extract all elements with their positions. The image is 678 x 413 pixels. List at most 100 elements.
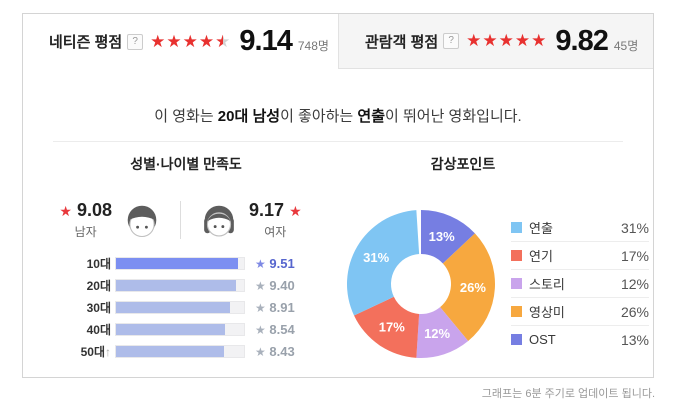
audience-rating-label: 관람객 평점 [365,33,439,51]
legend-row: 연출 31% [511,214,649,241]
male-face-icon [127,205,157,238]
legend-percent: 12% [620,275,649,292]
donut-slice-연출 [346,210,420,316]
donut-percent-label: 12% [424,326,450,341]
star-icon: ★ [255,344,266,359]
star-icon: ★ [255,278,266,293]
star-icon: ★ [166,31,183,51]
age-bar-track [115,322,245,336]
netizen-rating-panel: 네티즌 평점 ? ★★★★★ 9.14 748명 [23,14,338,69]
legend-color-chip [511,222,522,233]
legend-label: 영상미 [529,305,565,320]
age-label: 10대 [86,256,111,271]
gender-satisfaction-row: ★ 9.08 남자 9.17 ★ 여자 [23,192,338,248]
star-icon: ★ [514,31,532,50]
legend-row: 연기 17% [511,241,649,269]
star-icon: ★ [255,256,266,271]
star-icon: ★ [498,31,515,50]
legend-label: 연기 [529,249,553,264]
age-bar-fill [116,257,238,269]
female-score: 9.17 ★ [249,200,302,220]
legend-row: 스토리 12% [511,269,649,297]
age-bar-row: 10대 ★ 9.51 [23,252,338,274]
red-star-icon: ★ [59,203,72,219]
help-icon[interactable]: ? [443,33,460,49]
audience-rating-panel: 관람객 평점 ? ★★★★★ 9.82 45명 [338,14,653,69]
star-icon: ★ [466,31,483,50]
age-bar-track [115,300,245,314]
age-bar-fill [116,323,226,335]
update-note: 그래프는 6분 주기로 업데이트 됩니다. [481,388,655,400]
satisfaction-title: 성별·나이별 만족도 [130,156,242,172]
section-divider [53,141,623,142]
legend-percent: 31% [620,219,649,236]
age-bar-track [115,256,245,270]
netizen-rating-label: 네티즌 평점 [49,34,123,51]
legend-percent: 26% [620,303,649,320]
female-label: 여자 [264,225,287,239]
donut-percent-label: 13% [429,229,455,244]
age-score: ★ 9.40 [255,277,295,293]
help-icon[interactable]: ? [127,33,144,50]
age-bar-fill [116,279,237,291]
donut-percent-label: 31% [363,250,389,265]
star-icon: ★ [531,31,548,50]
movie-rating-widget: 네티즌 평점 ? ★★★★★ 9.14 748명 관람객 평점 ? ★★★★★ … [22,13,654,378]
age-bar-row: 20대 ★ 9.40 [23,274,338,296]
legend-label: 연출 [529,221,553,236]
viewpoint-donut-wrap: 13% 26% 12% 17% 31% [341,204,501,364]
donut-percent-label: 26% [460,280,486,295]
viewpoint-legend: 연출 31% 연기 17% 스토리 12% 영상미 26% OST 13% [511,214,649,353]
age-score: ★ 8.43 [255,343,295,359]
netizen-vote-count: 748명 [297,39,329,53]
age-score: ★ 8.91 [255,299,295,315]
donut-slice-스토리 [416,307,469,358]
rating-header: 네티즌 평점 ? ★★★★★ 9.14 748명 관람객 평점 ? ★★★★★ … [23,14,653,69]
donut-slice-연기 [354,296,420,358]
donut-percent-label: 17% [379,320,405,335]
age-bar-row: 30대 ★ 8.91 [23,296,338,318]
summary-bold-strength: 연출 [357,108,386,125]
summary-bold-demographic: 20대 남성 [217,108,281,125]
male-score-block: ★ 9.08 남자 [59,200,112,240]
age-score: ★ 8.54 [255,321,295,337]
age-label: 30대 [86,300,111,315]
age-bar-row: 50대↑ ★ 8.43 [23,340,338,362]
summary-sentence: 이 영화는 20대 남성이 좋아하는 연출이 뛰어난 영화입니다. [154,108,522,125]
donut-slice-OST [421,210,475,264]
star-icon: ★ [198,31,216,51]
legend-color-chip [511,278,522,289]
legend-row: 영상미 26% [511,297,649,325]
age-bar-track [115,278,245,292]
legend-row: OST 13% [511,325,649,353]
legend-color-chip [511,334,522,345]
audience-vote-count: 45명 [613,38,639,53]
audience-score: 9.82 [555,24,608,57]
age-bar-fill [116,301,231,313]
netizen-stars: ★★★★★ [150,32,231,52]
female-score-block: 9.17 ★ 여자 [249,200,302,240]
legend-color-chip [511,306,522,317]
donut-slice-영상미 [440,233,496,342]
age-bar-row: 40대 ★ 8.54 [23,318,338,340]
red-star-icon: ★ [289,203,302,219]
age-score: ★ 9.51 [255,255,295,271]
up-arrow-icon: ↑ [105,344,111,359]
legend-color-chip [511,250,522,261]
age-label: 20대 [86,278,111,293]
male-score: ★ 9.08 [59,200,112,220]
star-icon: ★ [482,31,499,50]
age-label: 40대 [86,322,111,337]
legend-label: 스토리 [529,277,565,292]
age-bar-fill [116,345,224,357]
viewpoint-title: 감상포인트 [430,156,496,172]
audience-stars: ★★★★★ [466,31,547,51]
netizen-score: 9.14 [239,25,292,57]
legend-percent: 17% [620,247,649,264]
male-label: 남자 [74,225,97,239]
legend-label: OST [529,332,556,347]
star-icon: ★ [255,322,266,337]
age-label: 50대↑ [80,344,111,359]
female-face-icon [204,205,234,237]
